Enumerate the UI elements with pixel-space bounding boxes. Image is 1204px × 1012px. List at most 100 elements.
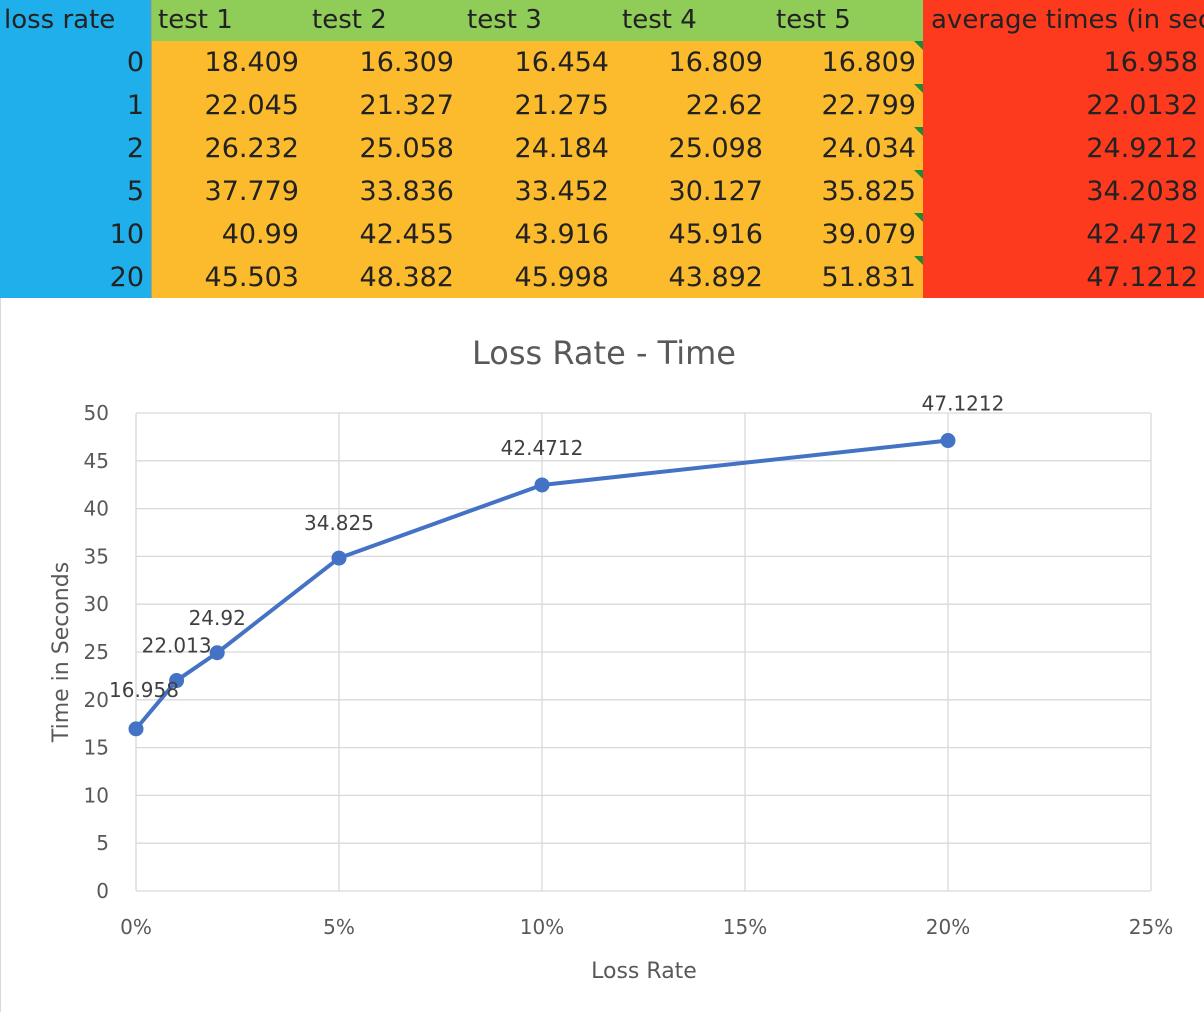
cell-loss-rate[interactable]: 10 bbox=[0, 213, 151, 256]
data-label: 16.958 bbox=[109, 678, 179, 702]
table-row: 20 45.503 48.382 45.998 43.892 51.831 47.1212 bbox=[0, 256, 1204, 298]
y-tick-label: 30 bbox=[84, 592, 109, 616]
y-tick-label: 35 bbox=[84, 544, 109, 568]
cell-average[interactable]: 42.4712 bbox=[923, 213, 1204, 256]
header-loss-rate[interactable]: loss rate bbox=[0, 0, 151, 41]
cell-test-1[interactable]: 18.409 bbox=[151, 41, 306, 84]
y-tick-label: 50 bbox=[84, 401, 109, 425]
cell-test-4[interactable]: 16.809 bbox=[616, 41, 770, 84]
table-row: 0 18.409 16.309 16.454 16.809 16.809 16.958 bbox=[0, 41, 1204, 84]
line-chart: Loss Rate - Time 0 5 10 15 20 25 30 35 40 45 50 0% 5… bbox=[49, 334, 1174, 984]
cell-text: 22.799 bbox=[821, 90, 916, 121]
data-point[interactable] bbox=[128, 721, 144, 737]
cell-test-5[interactable]: 16.809 bbox=[770, 41, 923, 84]
x-tick-label: 5% bbox=[323, 915, 355, 939]
error-indicator-icon bbox=[914, 41, 923, 51]
data-point[interactable] bbox=[209, 645, 225, 661]
x-axis-label: Loss Rate bbox=[591, 959, 697, 984]
data-point[interactable] bbox=[331, 550, 347, 566]
cell-test-4[interactable]: 30.127 bbox=[616, 170, 770, 213]
x-tick-label: 20% bbox=[926, 915, 970, 939]
cell-test-2[interactable]: 33.836 bbox=[306, 170, 461, 213]
cell-average[interactable]: 16.958 bbox=[923, 41, 1204, 84]
cell-average[interactable]: 47.1212 bbox=[923, 256, 1204, 298]
x-tick-label: 10% bbox=[520, 915, 564, 939]
axes: 0 5 10 15 20 25 30 35 40 45 50 0% 5% 10% 15% 20% 25% bbox=[84, 401, 1174, 939]
cell-test-3[interactable]: 33.452 bbox=[461, 170, 616, 213]
cell-test-3[interactable]: 45.998 bbox=[461, 256, 616, 298]
cell-test-1[interactable]: 26.232 bbox=[151, 127, 306, 170]
header-test-2[interactable]: test 2 bbox=[306, 0, 461, 41]
x-tick-label: 25% bbox=[1129, 915, 1173, 939]
spreadsheet: loss rate test 1 test 2 test 3 test 4 te… bbox=[0, 0, 1204, 298]
table-row: 1 22.045 21.327 21.275 22.62 22.799 22.0132 bbox=[0, 84, 1204, 127]
cell-test-4[interactable]: 22.62 bbox=[616, 84, 770, 127]
data-label: 42.4712 bbox=[501, 436, 584, 460]
y-tick-label: 15 bbox=[84, 736, 109, 760]
y-tick-label: 5 bbox=[96, 831, 109, 855]
table-row: 5 37.779 33.836 33.452 30.127 35.825 34.2038 bbox=[0, 170, 1204, 213]
grid-lines bbox=[135, 412, 1152, 892]
error-indicator-icon bbox=[914, 213, 923, 223]
header-average-times[interactable]: average times (in sec bbox=[923, 0, 1204, 41]
cell-text: 24.034 bbox=[821, 133, 916, 164]
header-test-3[interactable]: test 3 bbox=[461, 0, 616, 41]
cell-test-5[interactable]: 35.825 bbox=[770, 170, 923, 213]
y-tick-label: 0 bbox=[96, 879, 109, 903]
cell-test-3[interactable]: 16.454 bbox=[461, 41, 616, 84]
cell-average[interactable]: 34.2038 bbox=[923, 170, 1204, 213]
cell-text: 16.809 bbox=[821, 47, 916, 78]
data-label: 24.92 bbox=[189, 606, 246, 630]
data-point[interactable] bbox=[940, 433, 956, 449]
y-tick-label: 25 bbox=[84, 640, 109, 664]
cell-test-2[interactable]: 16.309 bbox=[306, 41, 461, 84]
cell-test-5[interactable]: 51.831 bbox=[770, 256, 923, 298]
cell-test-4[interactable]: 43.892 bbox=[616, 256, 770, 298]
cell-test-1[interactable]: 37.779 bbox=[151, 170, 306, 213]
cell-loss-rate[interactable]: 20 bbox=[0, 256, 151, 298]
chart-area: Loss Rate - Time 0 5 10 15 20 25 30 35 40 45 50 0% 5… bbox=[0, 298, 1204, 1012]
cell-test-2[interactable]: 42.455 bbox=[306, 213, 461, 256]
cell-test-2[interactable]: 25.058 bbox=[306, 127, 461, 170]
error-indicator-icon bbox=[914, 256, 923, 266]
cell-text: 39.079 bbox=[821, 219, 916, 250]
cell-test-2[interactable]: 21.327 bbox=[306, 84, 461, 127]
data-labels: 16.958 22.013 24.92 34.825 42.4712 47.1212 bbox=[109, 392, 1004, 702]
cell-test-1[interactable]: 40.99 bbox=[151, 213, 306, 256]
cell-test-2[interactable]: 48.382 bbox=[306, 256, 461, 298]
table-row: 2 26.232 25.058 24.184 25.098 24.034 24.9212 bbox=[0, 127, 1204, 170]
cell-test-3[interactable]: 21.275 bbox=[461, 84, 616, 127]
cell-test-4[interactable]: 25.098 bbox=[616, 127, 770, 170]
cell-loss-rate[interactable]: 1 bbox=[0, 84, 151, 127]
cell-loss-rate[interactable]: 5 bbox=[0, 170, 151, 213]
header-test-4[interactable]: test 4 bbox=[616, 0, 770, 41]
cell-test-1[interactable]: 22.045 bbox=[151, 84, 306, 127]
cell-text: 51.831 bbox=[821, 262, 916, 293]
y-tick-label: 40 bbox=[84, 497, 109, 521]
data-point[interactable] bbox=[534, 477, 550, 493]
data-point[interactable] bbox=[169, 673, 185, 689]
error-indicator-icon bbox=[914, 170, 923, 180]
x-tick-label: 15% bbox=[723, 915, 767, 939]
cell-test-5[interactable]: 24.034 bbox=[770, 127, 923, 170]
data-label: 22.013 bbox=[142, 634, 212, 658]
cell-loss-rate[interactable]: 0 bbox=[0, 41, 151, 84]
cell-average[interactable]: 22.0132 bbox=[923, 84, 1204, 127]
header-test-5[interactable]: test 5 bbox=[770, 0, 923, 41]
header-test-1[interactable]: test 1 bbox=[151, 0, 306, 41]
y-axis-label: Time in Seconds bbox=[49, 562, 74, 743]
table-row: 10 40.99 42.455 43.916 45.916 39.079 42.4712 bbox=[0, 213, 1204, 256]
cell-test-4[interactable]: 45.916 bbox=[616, 213, 770, 256]
data-label: 34.825 bbox=[304, 511, 374, 535]
error-indicator-icon bbox=[914, 127, 923, 137]
cell-test-3[interactable]: 24.184 bbox=[461, 127, 616, 170]
cell-test-1[interactable]: 45.503 bbox=[151, 256, 306, 298]
cell-average[interactable]: 24.9212 bbox=[923, 127, 1204, 170]
cell-test-5[interactable]: 39.079 bbox=[770, 213, 923, 256]
error-indicator-icon bbox=[914, 84, 923, 94]
cell-loss-rate[interactable]: 2 bbox=[0, 127, 151, 170]
y-tick-label: 10 bbox=[84, 783, 109, 807]
cell-test-5[interactable]: 22.799 bbox=[770, 84, 923, 127]
cell-test-3[interactable]: 43.916 bbox=[461, 213, 616, 256]
data-label: 47.1212 bbox=[922, 392, 1005, 416]
